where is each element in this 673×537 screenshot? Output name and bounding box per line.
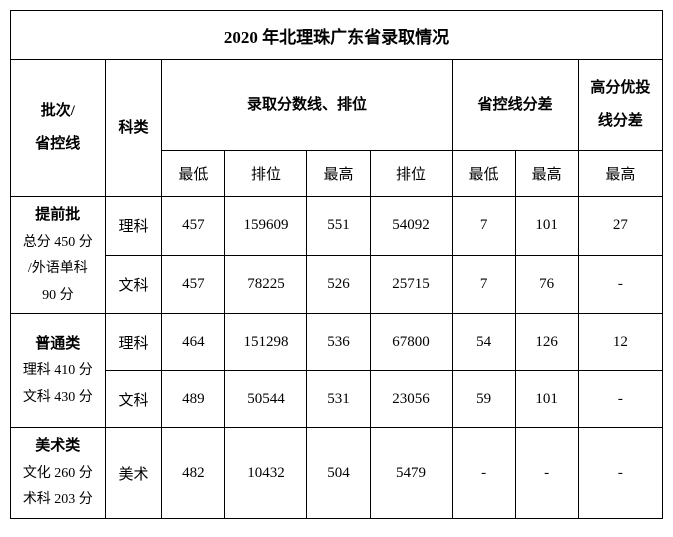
- min-cell: 457: [162, 197, 225, 256]
- hdr-batch: 批次/ 省控线: [11, 60, 106, 197]
- min-cell: 482: [162, 428, 225, 519]
- hdr-prov-diff: 省控线分差: [452, 60, 578, 151]
- rank1-cell: 78225: [225, 255, 307, 314]
- min-cell: 457: [162, 255, 225, 314]
- min-cell: 489: [162, 371, 225, 428]
- hdr-score-rank: 录取分数线、排位: [162, 60, 452, 151]
- max-cell: 504: [307, 428, 370, 519]
- table-container: 2020 年北理珠广东省录取情况 批次/ 省控线 科类 录取分数线、排位 省控线…: [10, 10, 663, 519]
- dmax-cell: -: [515, 428, 578, 519]
- table-row: 美术类文化 260 分术科 203 分美术482104325045479---: [11, 428, 663, 519]
- sub-min-2: 最低: [452, 151, 515, 197]
- subject-cell: 文科: [105, 255, 162, 314]
- hdr-high-diff: 高分优投 线分差: [578, 60, 662, 151]
- table-row: 普通类理科 410 分文科 430 分理科4641512985366780054…: [11, 314, 663, 371]
- sub-max-2: 最高: [515, 151, 578, 197]
- table-row: 文科4577822552625715776-: [11, 255, 663, 314]
- header-row-1: 批次/ 省控线 科类 录取分数线、排位 省控线分差 高分优投 线分差: [11, 60, 663, 151]
- batch-cell: 普通类理科 410 分文科 430 分: [11, 314, 106, 428]
- rank1-cell: 50544: [225, 371, 307, 428]
- sub-hp-max: 最高: [578, 151, 662, 197]
- batch-cell: 提前批总分 450 分/外语单科90 分: [11, 197, 106, 314]
- batch-note: 理科 410 分: [11, 358, 105, 385]
- rank1-cell: 151298: [225, 314, 307, 371]
- rank1-cell: 159609: [225, 197, 307, 256]
- subject-cell: 文科: [105, 371, 162, 428]
- rank2-cell: 54092: [370, 197, 452, 256]
- batch-cell: 美术类文化 260 分术科 203 分: [11, 428, 106, 519]
- max-cell: 531: [307, 371, 370, 428]
- batch-note: 文化 260 分: [11, 461, 105, 488]
- dmax-cell: 76: [515, 255, 578, 314]
- dmin-cell: 59: [452, 371, 515, 428]
- dmax-cell: 101: [515, 371, 578, 428]
- hp-cell: 12: [578, 314, 662, 371]
- max-cell: 551: [307, 197, 370, 256]
- dmin-cell: 7: [452, 197, 515, 256]
- max-cell: 526: [307, 255, 370, 314]
- hdr-high-diff-l2: 线分差: [598, 113, 643, 129]
- hdr-subject: 科类: [105, 60, 162, 197]
- admission-table: 2020 年北理珠广东省录取情况 批次/ 省控线 科类 录取分数线、排位 省控线…: [10, 10, 663, 519]
- sub-max-1: 最高: [307, 151, 370, 197]
- sub-rank-1: 排位: [225, 151, 307, 197]
- hp-cell: -: [578, 255, 662, 314]
- table-row: 文科489505445312305659101-: [11, 371, 663, 428]
- hdr-batch-l2: 省控线: [35, 136, 80, 152]
- batch-note: 总分 450 分: [11, 230, 105, 257]
- batch-note: 文科 430 分: [11, 385, 105, 412]
- subject-cell: 理科: [105, 314, 162, 371]
- rank2-cell: 67800: [370, 314, 452, 371]
- batch-note: /外语单科: [11, 256, 105, 283]
- dmax-cell: 101: [515, 197, 578, 256]
- dmax-cell: 126: [515, 314, 578, 371]
- subject-cell: 理科: [105, 197, 162, 256]
- table-row: 提前批总分 450 分/外语单科90 分理科457159609551540927…: [11, 197, 663, 256]
- hp-cell: -: [578, 371, 662, 428]
- rank2-cell: 25715: [370, 255, 452, 314]
- dmin-cell: -: [452, 428, 515, 519]
- batch-note: 90 分: [11, 283, 105, 310]
- title-row: 2020 年北理珠广东省录取情况: [11, 11, 663, 60]
- sub-rank-2: 排位: [370, 151, 452, 197]
- dmin-cell: 54: [452, 314, 515, 371]
- subject-cell: 美术: [105, 428, 162, 519]
- batch-name: 美术类: [11, 432, 105, 461]
- sub-min-1: 最低: [162, 151, 225, 197]
- dmin-cell: 7: [452, 255, 515, 314]
- hp-cell: 27: [578, 197, 662, 256]
- batch-name: 普通类: [11, 330, 105, 359]
- table-title: 2020 年北理珠广东省录取情况: [11, 11, 663, 60]
- max-cell: 536: [307, 314, 370, 371]
- rank2-cell: 5479: [370, 428, 452, 519]
- batch-note: 术科 203 分: [11, 487, 105, 514]
- hp-cell: -: [578, 428, 662, 519]
- hdr-batch-l1: 批次/: [41, 103, 75, 119]
- rank1-cell: 10432: [225, 428, 307, 519]
- hdr-high-diff-l1: 高分优投: [590, 80, 650, 96]
- min-cell: 464: [162, 314, 225, 371]
- batch-name: 提前批: [11, 201, 105, 230]
- rank2-cell: 23056: [370, 371, 452, 428]
